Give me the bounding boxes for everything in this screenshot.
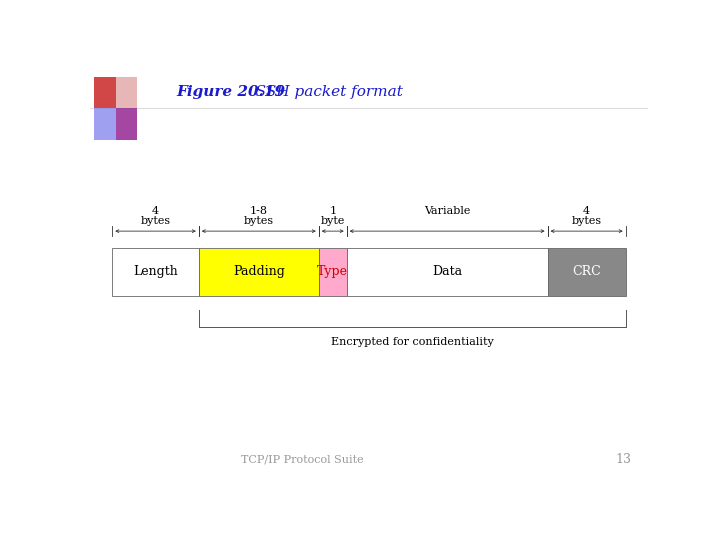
Text: byte: byte: [320, 216, 345, 226]
Text: SSH packet format: SSH packet format: [240, 85, 402, 99]
Text: Padding: Padding: [233, 265, 284, 278]
Text: 13: 13: [616, 453, 631, 467]
Text: TCP/IP Protocol Suite: TCP/IP Protocol Suite: [240, 455, 364, 465]
Bar: [547, 248, 626, 295]
Text: Figure 20.19: Figure 20.19: [176, 85, 286, 99]
Text: 4: 4: [583, 206, 590, 216]
Text: bytes: bytes: [140, 216, 171, 226]
Text: Encrypted for confidentiality: Encrypted for confidentiality: [331, 337, 494, 347]
Text: 1: 1: [329, 206, 336, 216]
Text: 4: 4: [152, 206, 159, 216]
Text: bytes: bytes: [244, 216, 274, 226]
Text: Variable: Variable: [424, 206, 470, 216]
Bar: [94, 109, 116, 140]
Bar: [112, 248, 199, 295]
Text: Data: Data: [432, 265, 462, 278]
Bar: [116, 77, 137, 109]
Bar: [116, 109, 137, 140]
Bar: [94, 77, 116, 109]
Bar: [347, 248, 548, 295]
Bar: [319, 248, 346, 295]
Text: 1-8: 1-8: [250, 206, 268, 216]
Text: bytes: bytes: [572, 216, 602, 226]
Text: Type: Type: [318, 265, 348, 278]
Text: CRC: CRC: [572, 265, 601, 278]
Bar: [199, 248, 319, 295]
Text: Length: Length: [133, 265, 178, 278]
